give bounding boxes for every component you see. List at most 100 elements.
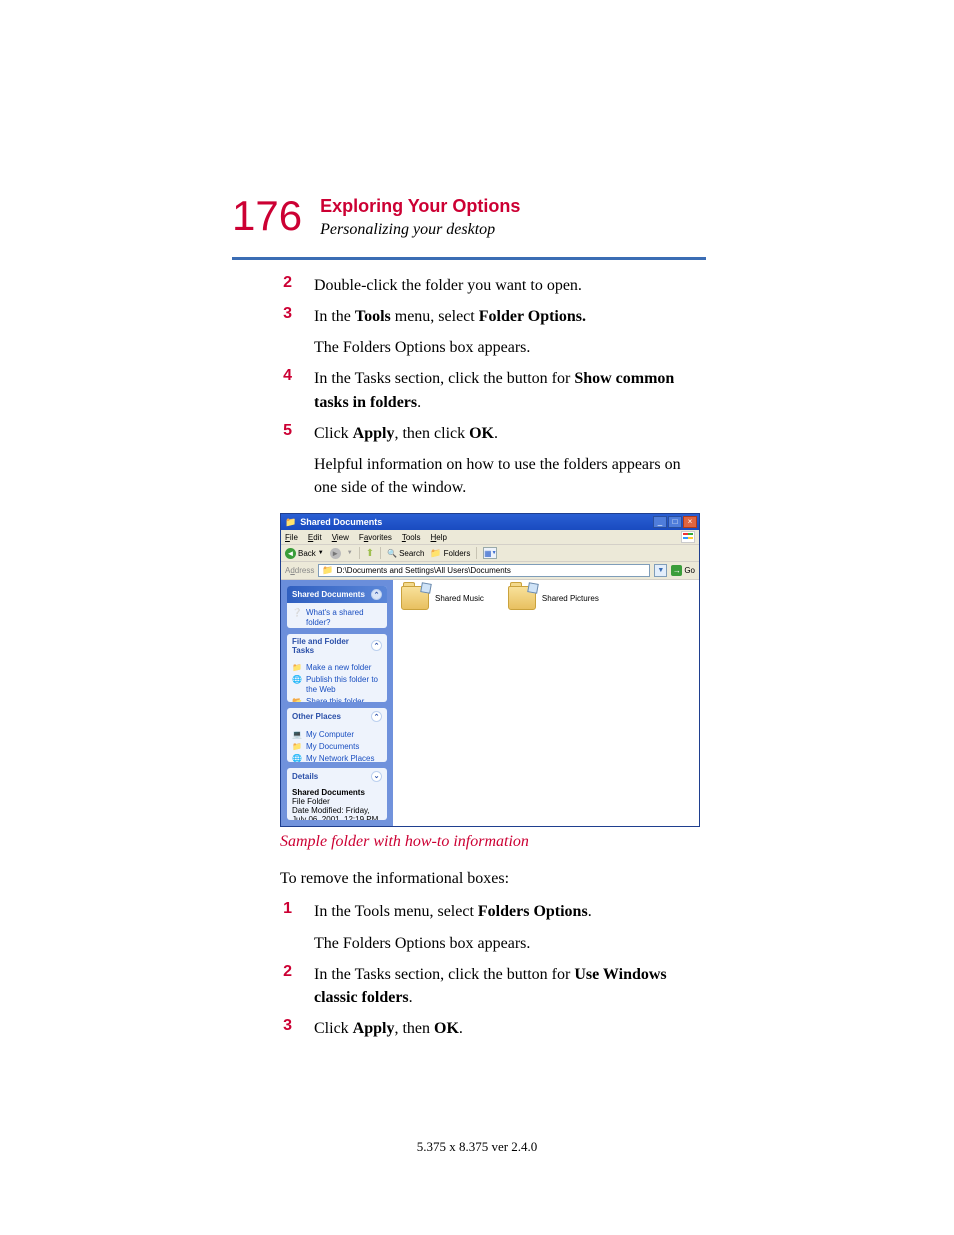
task-link[interactable]: 📁Make a new folder: [292, 663, 382, 673]
figure-caption: Sample folder with how-to information: [280, 833, 706, 851]
details-modified: Date Modified: Friday, July 06, 2001, 12…: [292, 806, 382, 821]
step-text: Double-click the folder you want to open…: [314, 274, 582, 297]
panel-title: Shared Documents: [292, 590, 365, 599]
forward-button[interactable]: ►: [330, 548, 341, 559]
toolbar: ◄ Back ▼ ► ▼ ⬆ 🔍 Search 📁 Folders ▦▼: [281, 545, 699, 562]
chevron-down-icon: ⌄: [371, 771, 382, 782]
step-text: In the Tasks section, click the button f…: [314, 963, 706, 1009]
chevron-up-icon: ⌃: [371, 589, 382, 600]
folder-icon: [401, 586, 429, 610]
step-followup-text: Helpful information on how to use the fo…: [314, 453, 706, 499]
go-label: Go: [684, 566, 695, 575]
step-followup: Helpful information on how to use the fo…: [280, 453, 706, 499]
folder-icon: 📁: [322, 565, 333, 576]
body-paragraph: To remove the informational boxes:: [280, 867, 706, 890]
address-label: Address: [285, 566, 314, 575]
folder-label: Shared Music: [435, 594, 484, 603]
dropdown-icon: ▼: [347, 550, 353, 556]
folders-label: Folders: [444, 549, 471, 558]
step-item: 4 In the Tasks section, click the button…: [280, 367, 706, 413]
address-input[interactable]: 📁 D:\Documents and Settings\All Users\Do…: [318, 564, 650, 577]
menu-favorites[interactable]: Favorites: [359, 533, 392, 542]
step-number: 2: [280, 274, 292, 297]
step-number: 3: [280, 1017, 292, 1040]
dropdown-icon: ▼: [318, 550, 324, 556]
step-followup: The Folders Options box appears.: [280, 932, 706, 955]
step-followup-text: The Folders Options box appears.: [314, 932, 530, 955]
panel-header[interactable]: Other Places ⌃: [287, 708, 387, 725]
task-link[interactable]: 📂 Share this folder: [292, 697, 382, 702]
menu-help[interactable]: Help: [431, 533, 447, 542]
folders-icon: 📁: [430, 548, 441, 559]
task-link[interactable]: 💻My Computer: [292, 730, 382, 740]
menu-view[interactable]: View: [332, 533, 349, 542]
titlebar-left: 📁 Shared Documents: [285, 517, 382, 528]
windows-flag-icon: [681, 531, 695, 543]
folder-item[interactable]: Shared Music: [401, 586, 484, 610]
help-icon: ❔: [292, 608, 302, 618]
step-text: In the Tasks section, click the button f…: [314, 367, 706, 413]
window-titlebar: 📁 Shared Documents _ □ ×: [281, 514, 699, 530]
step-text: Click Apply, then click OK.: [314, 422, 498, 445]
panel-body: 📁Make a new folder 🌐Publish this folder …: [287, 658, 387, 702]
embedded-screenshot: 📁 Shared Documents _ □ × File Edit View …: [280, 513, 700, 827]
documents-icon: 📁: [292, 742, 302, 752]
views-button[interactable]: ▦▼: [483, 547, 497, 559]
panel-file-folder-tasks: File and Folder Tasks ⌃ 📁Make a new fold…: [287, 634, 387, 702]
step-text: In the Tools menu, select Folders Option…: [314, 900, 592, 923]
header-titles: Exploring Your Options Personalizing you…: [320, 195, 520, 239]
task-link[interactable]: ❔ What's a shared folder?: [292, 608, 382, 628]
panel-shared-documents: Shared Documents ⌃ ❔ What's a shared fol…: [287, 586, 387, 628]
menu-file[interactable]: File: [285, 533, 298, 542]
menu-items: File Edit View Favorites Tools Help: [285, 533, 447, 542]
menu-tools[interactable]: Tools: [402, 533, 421, 542]
menubar: File Edit View Favorites Tools Help: [281, 530, 699, 545]
content-pane: Shared Music Shared Pictures: [393, 580, 699, 826]
menu-edit[interactable]: Edit: [308, 533, 322, 542]
panel-header[interactable]: Shared Documents ⌃: [287, 586, 387, 603]
panel-body: ❔ What's a shared folder?: [287, 603, 387, 628]
task-link[interactable]: 🌐Publish this folder to the Web: [292, 675, 382, 695]
panel-header[interactable]: Details ⌄: [287, 768, 387, 785]
page-number: 176: [232, 195, 302, 237]
step-followup: The Folders Options box appears.: [280, 336, 706, 359]
search-button[interactable]: 🔍 Search: [387, 549, 424, 558]
search-icon: 🔍: [387, 549, 397, 558]
task-link-label: My Computer: [306, 730, 354, 740]
go-button[interactable]: → Go: [671, 565, 695, 576]
details-title: Shared Documents: [292, 788, 382, 797]
step-item: 3 In the Tools menu, select Folder Optio…: [280, 305, 706, 328]
up-button[interactable]: ⬆: [366, 548, 374, 559]
folder-item[interactable]: Shared Pictures: [508, 586, 599, 610]
chevron-up-icon: ⌃: [371, 711, 382, 722]
window-title: Shared Documents: [300, 517, 382, 527]
panel-body: Shared Documents File Folder Date Modifi…: [287, 785, 387, 821]
task-link[interactable]: 📁My Documents: [292, 742, 382, 752]
step-number: 5: [280, 422, 292, 445]
panel-title: Other Places: [292, 712, 341, 721]
close-button[interactable]: ×: [683, 516, 697, 528]
panel-title: File and Folder Tasks: [292, 637, 371, 655]
task-link-label: My Network Places: [306, 754, 374, 762]
folders-button[interactable]: 📁 Folders: [430, 548, 470, 559]
address-dropdown[interactable]: ▼: [654, 564, 667, 577]
folder-icon: 📁: [285, 517, 296, 528]
panel-title: Details: [292, 772, 318, 781]
header-rule: [232, 257, 706, 260]
panel-body: 💻My Computer 📁My Documents 🌐My Network P…: [287, 725, 387, 762]
step-number: 4: [280, 367, 292, 413]
step-item: 1 In the Tools menu, select Folders Opti…: [280, 900, 706, 923]
panel-header[interactable]: File and Folder Tasks ⌃: [287, 634, 387, 658]
share-icon: 📂: [292, 697, 302, 702]
task-link-label: What's a shared folder?: [306, 608, 382, 628]
page-header: 176 Exploring Your Options Personalizing…: [232, 195, 706, 239]
task-link[interactable]: 🌐My Network Places: [292, 754, 382, 762]
task-link-label: Share this folder: [306, 697, 364, 702]
task-link-label: Publish this folder to the Web: [306, 675, 382, 695]
separator: [476, 547, 477, 559]
minimize-button[interactable]: _: [653, 516, 667, 528]
newfolder-icon: 📁: [292, 663, 302, 673]
maximize-button[interactable]: □: [668, 516, 682, 528]
back-button[interactable]: ◄ Back ▼: [285, 548, 324, 559]
step-text: Click Apply, then OK.: [314, 1017, 463, 1040]
